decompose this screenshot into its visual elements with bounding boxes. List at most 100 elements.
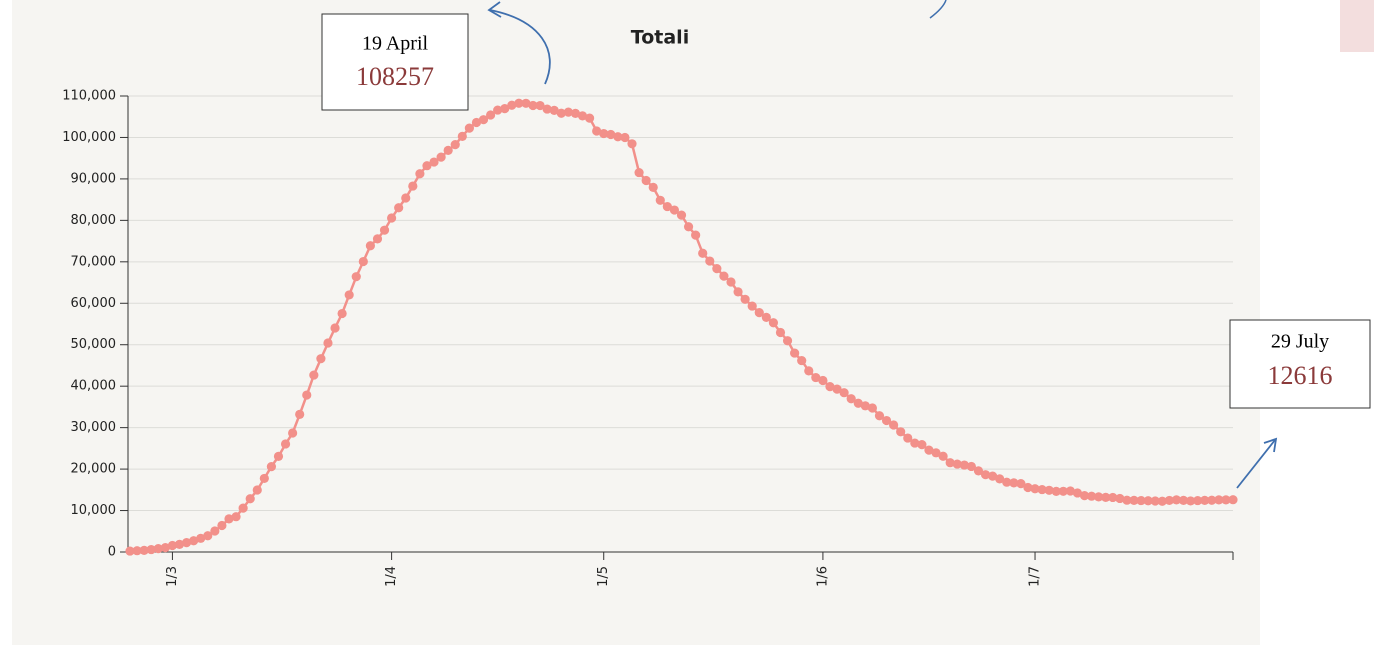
data-point	[245, 494, 255, 504]
data-point	[889, 420, 899, 430]
data-point	[139, 545, 149, 556]
data-point	[917, 439, 927, 450]
data-point	[1051, 486, 1061, 496]
data-point	[478, 115, 489, 125]
data-point	[372, 234, 383, 244]
data-point	[655, 195, 665, 205]
data-point	[252, 485, 262, 495]
data-point	[853, 398, 863, 408]
data-point	[146, 544, 156, 555]
data-point	[330, 323, 340, 333]
data-point	[196, 533, 206, 543]
data-point	[1185, 496, 1196, 506]
data-point	[719, 271, 729, 281]
data-point	[337, 308, 347, 319]
x-tick-label: 1/6	[815, 566, 830, 587]
data-point	[160, 543, 170, 553]
data-point	[521, 98, 531, 108]
data-point	[1023, 482, 1033, 493]
data-point	[676, 210, 687, 220]
y-tick-label: 20,000	[71, 462, 117, 477]
data-point	[881, 415, 892, 426]
data-point	[231, 512, 241, 522]
data-point	[1157, 496, 1167, 506]
data-point	[1207, 495, 1217, 505]
data-point	[1115, 493, 1125, 504]
data-point	[1094, 492, 1104, 502]
data-point	[705, 256, 715, 266]
data-point	[1171, 495, 1182, 505]
data-point	[938, 451, 948, 461]
data-point	[429, 157, 439, 167]
data-point	[302, 390, 312, 400]
data-point	[662, 201, 672, 212]
data-point	[867, 403, 878, 413]
data-point	[266, 461, 277, 472]
y-tick-label: 30,000	[71, 420, 117, 435]
y-tick-label: 50,000	[71, 337, 117, 352]
data-point	[1065, 486, 1075, 496]
data-point	[181, 538, 192, 548]
data-point	[1193, 495, 1203, 506]
data-point	[747, 301, 757, 311]
data-point	[733, 287, 743, 297]
data-point	[224, 514, 234, 524]
data-point	[811, 372, 821, 383]
annotation-value: 12616	[1268, 361, 1333, 390]
data-point	[408, 181, 418, 191]
data-point	[797, 355, 807, 366]
data-point	[1150, 496, 1160, 506]
data-point	[1058, 486, 1068, 496]
data-point	[754, 307, 764, 318]
data-point	[464, 123, 474, 133]
data-point	[577, 111, 588, 121]
data-point	[238, 503, 248, 513]
data-point	[153, 543, 163, 554]
x-tick-label: 1/5	[596, 566, 611, 587]
data-point	[422, 161, 432, 171]
data-point	[1129, 495, 1139, 505]
data-point	[535, 100, 545, 111]
data-point	[125, 546, 135, 556]
data-point	[1030, 484, 1040, 494]
data-point	[1072, 488, 1083, 498]
data-point	[514, 98, 524, 108]
data-point	[740, 294, 750, 304]
data-point	[903, 433, 913, 443]
data-point	[584, 113, 595, 123]
data-point	[691, 230, 701, 240]
data-point	[599, 128, 609, 139]
data-point	[924, 445, 934, 455]
data-point	[966, 461, 976, 472]
data-point	[959, 460, 969, 470]
data-point	[683, 222, 694, 232]
y-tick-label: 70,000	[71, 254, 117, 269]
data-point	[450, 140, 460, 150]
data-point	[641, 175, 651, 186]
data-point	[648, 182, 658, 192]
data-point	[323, 338, 333, 348]
data-point	[1228, 495, 1238, 505]
data-point	[174, 539, 185, 549]
data-point	[351, 272, 361, 282]
data-point	[782, 336, 793, 346]
data-point	[280, 439, 291, 449]
data-point	[634, 167, 644, 178]
data-point	[606, 129, 616, 140]
data-point	[952, 459, 962, 469]
y-tick-label: 10,000	[71, 503, 117, 518]
data-point	[358, 256, 368, 267]
decoration	[1340, 0, 1374, 52]
data-point	[259, 473, 269, 484]
data-point	[995, 474, 1005, 484]
annotation-box	[321, 13, 469, 111]
data-point	[860, 401, 870, 411]
data-point	[1009, 478, 1019, 488]
data-point	[1143, 496, 1153, 506]
x-tick-label: 1/7	[1028, 566, 1043, 587]
data-point	[874, 411, 885, 421]
data-point	[839, 388, 849, 398]
data-point	[471, 117, 482, 128]
data-point	[1122, 495, 1132, 505]
